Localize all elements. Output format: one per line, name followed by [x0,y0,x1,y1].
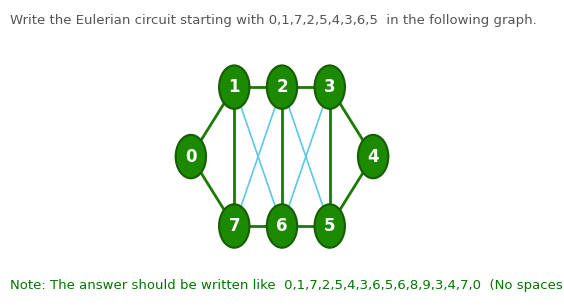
Ellipse shape [219,65,249,109]
Text: Note: The answer should be written like  0,1,7,2,5,4,3,6,5,6,8,9,3,4,7,0  (No sp: Note: The answer should be written like … [10,279,564,292]
Text: 5: 5 [324,217,336,235]
Text: 0: 0 [185,148,197,165]
Ellipse shape [358,135,389,178]
Text: 2: 2 [276,78,288,96]
Text: 6: 6 [276,217,288,235]
Text: Write the Eulerian circuit starting with 0,1,7,2,5,4,3,6,5  in the following gra: Write the Eulerian circuit starting with… [10,14,537,27]
Ellipse shape [267,204,297,248]
Text: 3: 3 [324,78,336,96]
Ellipse shape [315,204,345,248]
Text: 4: 4 [367,148,379,165]
Ellipse shape [175,135,206,178]
Ellipse shape [267,65,297,109]
Text: 1: 1 [228,78,240,96]
Ellipse shape [219,204,249,248]
Ellipse shape [315,65,345,109]
Text: 7: 7 [228,217,240,235]
